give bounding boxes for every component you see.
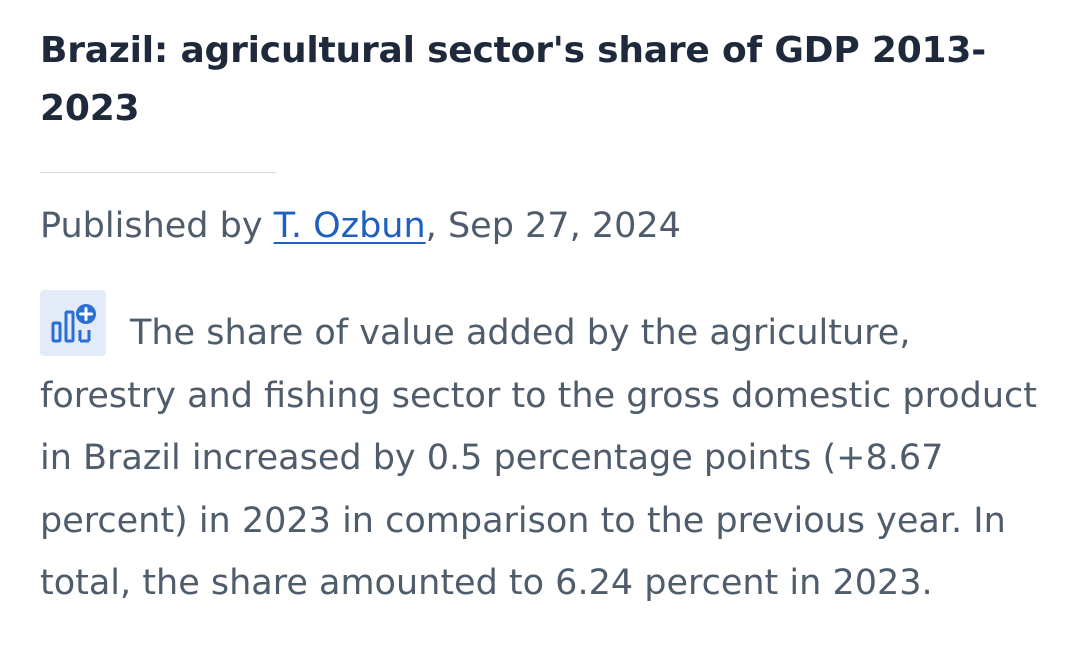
statistic-chart-plus-icon[interactable] [40,290,106,356]
byline-separator: , [425,206,448,246]
statistic-description: The share of value added by the agricult… [40,290,1050,615]
title-divider [40,172,276,173]
description-text: The share of value added by the agricult… [40,313,1038,603]
statistic-page: Brazil: agricultural sector's share of G… [40,0,1050,667]
byline-prefix: Published by [40,206,274,246]
byline: Published by T. Ozbun, Sep 27, 2024 [40,198,681,254]
page-title: Brazil: agricultural sector's share of G… [40,30,986,129]
author-link[interactable]: T. Ozbun [273,206,426,246]
publish-date: Sep 27, 2024 [447,206,681,246]
